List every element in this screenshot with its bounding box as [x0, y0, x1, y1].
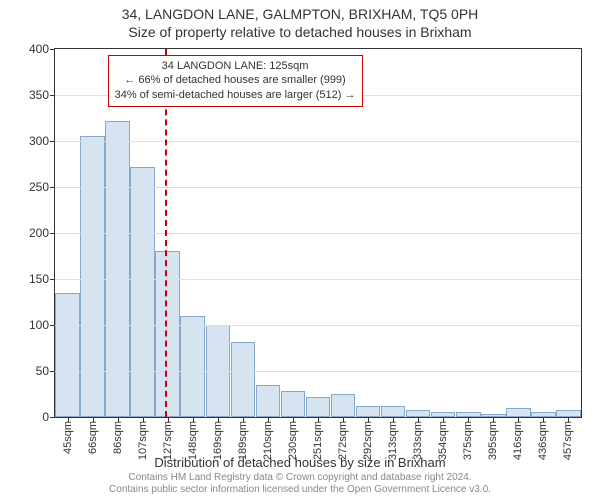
histogram-bar — [556, 410, 581, 417]
y-tick-mark — [50, 325, 55, 326]
y-tick-mark — [50, 49, 55, 50]
histogram-bar — [80, 136, 105, 417]
y-tick-label: 0 — [42, 410, 49, 424]
histogram-bar — [406, 410, 431, 417]
attribution-line-2: Contains public sector information licen… — [0, 484, 600, 496]
y-tick-label: 250 — [29, 180, 49, 194]
y-tick-label: 150 — [29, 272, 49, 286]
x-tick-label: 86sqm — [112, 421, 124, 454]
x-tick-label: 66sqm — [87, 421, 99, 454]
y-tick-mark — [50, 187, 55, 188]
histogram-bar — [155, 251, 180, 417]
histogram-bar — [281, 391, 306, 417]
histogram-bar — [506, 408, 531, 417]
grid-line — [55, 187, 581, 188]
attribution-text: Contains HM Land Registry data © Crown c… — [0, 472, 600, 496]
y-tick-mark — [50, 141, 55, 142]
y-tick-mark — [50, 417, 55, 418]
grid-line — [55, 279, 581, 280]
y-tick-label: 400 — [29, 42, 49, 56]
histogram-bar — [381, 406, 406, 417]
chart-title-sub: Size of property relative to detached ho… — [0, 24, 600, 40]
y-tick-label: 100 — [29, 318, 49, 332]
histogram-bar — [180, 316, 205, 417]
annotation-line-1: 34 LANGDON LANE: 125sqm — [115, 59, 356, 74]
histogram-bar — [331, 394, 356, 417]
grid-line — [55, 233, 581, 234]
y-tick-mark — [50, 371, 55, 372]
chart-container: 34, LANGDON LANE, GALMPTON, BRIXHAM, TQ5… — [0, 0, 600, 500]
histogram-bar — [306, 397, 331, 417]
attribution-line-1: Contains HM Land Registry data © Crown c… — [0, 472, 600, 484]
y-tick-label: 350 — [29, 88, 49, 102]
grid-line — [55, 371, 581, 372]
histogram-bar — [356, 406, 381, 417]
x-axis-label: Distribution of detached houses by size … — [0, 455, 600, 470]
grid-line — [55, 141, 581, 142]
histogram-bar — [105, 121, 130, 417]
grid-line — [55, 325, 581, 326]
annotation-box: 34 LANGDON LANE: 125sqm ← 66% of detache… — [108, 55, 363, 108]
histogram-bar — [130, 167, 155, 417]
histogram-bar — [55, 293, 80, 417]
y-tick-label: 300 — [29, 134, 49, 148]
annotation-line-3: 34% of semi-detached houses are larger (… — [115, 88, 356, 103]
annotation-line-2: ← 66% of detached houses are smaller (99… — [115, 73, 356, 88]
histogram-bar — [231, 342, 256, 417]
y-tick-mark — [50, 95, 55, 96]
x-tick-label: 45sqm — [62, 421, 74, 454]
y-tick-label: 50 — [36, 364, 49, 378]
plot-area: 05010015020025030035040045sqm66sqm86sqm1… — [54, 48, 582, 418]
histogram-bar — [256, 385, 281, 417]
chart-title-main: 34, LANGDON LANE, GALMPTON, BRIXHAM, TQ5… — [0, 6, 600, 22]
y-tick-mark — [50, 279, 55, 280]
y-tick-label: 200 — [29, 226, 49, 240]
y-tick-mark — [50, 233, 55, 234]
